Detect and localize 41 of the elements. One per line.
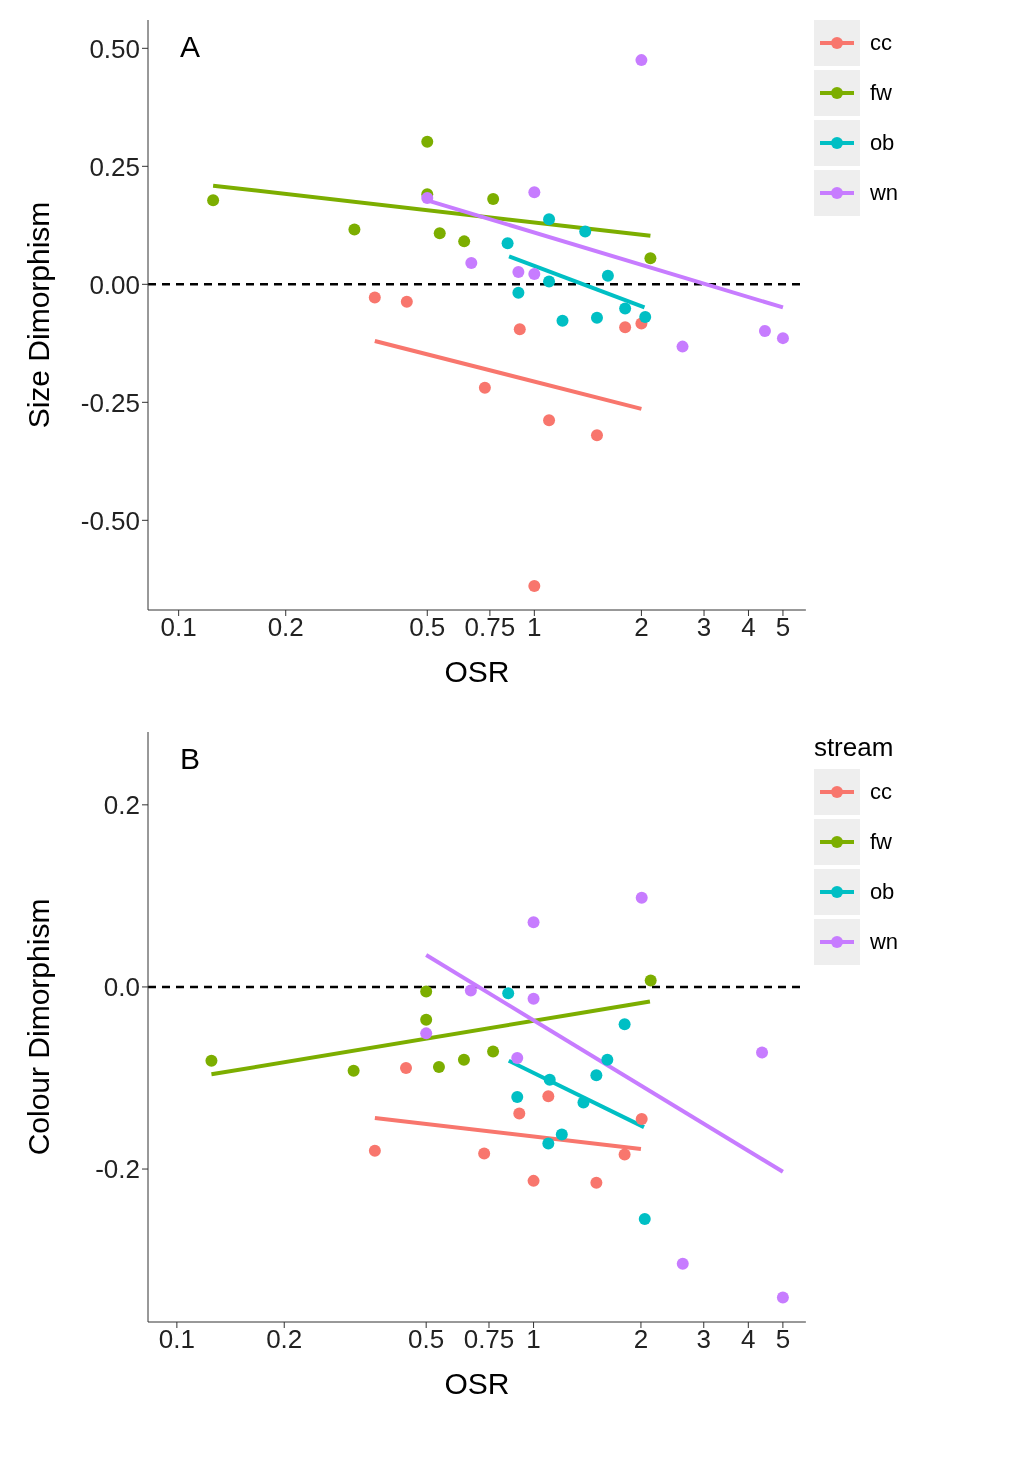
x-tick-label: 0.1	[158, 1324, 195, 1355]
legend-label: fw	[869, 80, 892, 106]
legend-label: fw	[869, 829, 892, 855]
y-tick-label: 0.00	[89, 269, 140, 300]
x-tick-label: 5	[775, 1324, 791, 1355]
y-axis-title: Colour Dimorphism	[21, 898, 55, 1156]
x-tick-label: 3	[696, 612, 712, 643]
x-tick-label: 2	[633, 1324, 649, 1355]
x-tick-label: 5	[775, 612, 791, 643]
y-tick-label: 0.50	[89, 33, 140, 64]
legend-label: wn	[869, 929, 898, 955]
y-tick-label: -0.50	[80, 505, 140, 536]
x-tick-label: 1	[526, 1324, 541, 1355]
x-tick-label: 0.5	[409, 612, 446, 643]
chart-title: B	[180, 742, 201, 776]
legend-label: ob	[869, 130, 895, 156]
x-tick-label: 3	[696, 1324, 711, 1355]
x-tick-label: 4	[741, 612, 756, 643]
x-tick-label: 0.75	[463, 1324, 515, 1355]
x-tick-label: 0.5	[408, 1324, 445, 1355]
chart-title: A	[180, 30, 201, 64]
legend-label: ob	[869, 879, 895, 905]
legend-label: cc	[869, 779, 892, 805]
legend-label: cc	[869, 30, 892, 56]
y-tick-label: 0.25	[89, 151, 140, 182]
y-axis-title: Size Dimorphism	[21, 201, 55, 429]
y-tick-label: -0.25	[80, 387, 140, 418]
x-tick-label: 2	[634, 612, 649, 643]
y-tick-label: 0.0	[103, 972, 140, 1003]
x-tick-label: 1	[527, 612, 542, 643]
legend-label: wn	[869, 180, 898, 206]
x-axis-title: OSR	[444, 1367, 510, 1400]
x-tick-label: 0.1	[160, 612, 197, 643]
x-tick-label: 0.75	[464, 612, 516, 643]
y-tick-label: 0.2	[103, 790, 140, 821]
y-tick-label: -0.2	[95, 1154, 140, 1185]
x-tick-label: 0.2	[267, 612, 304, 643]
x-axis-title: OSR	[444, 655, 510, 688]
x-tick-label: 0.2	[266, 1324, 303, 1355]
x-tick-label: 4	[741, 1324, 756, 1355]
legend-title: stream	[813, 732, 895, 763]
